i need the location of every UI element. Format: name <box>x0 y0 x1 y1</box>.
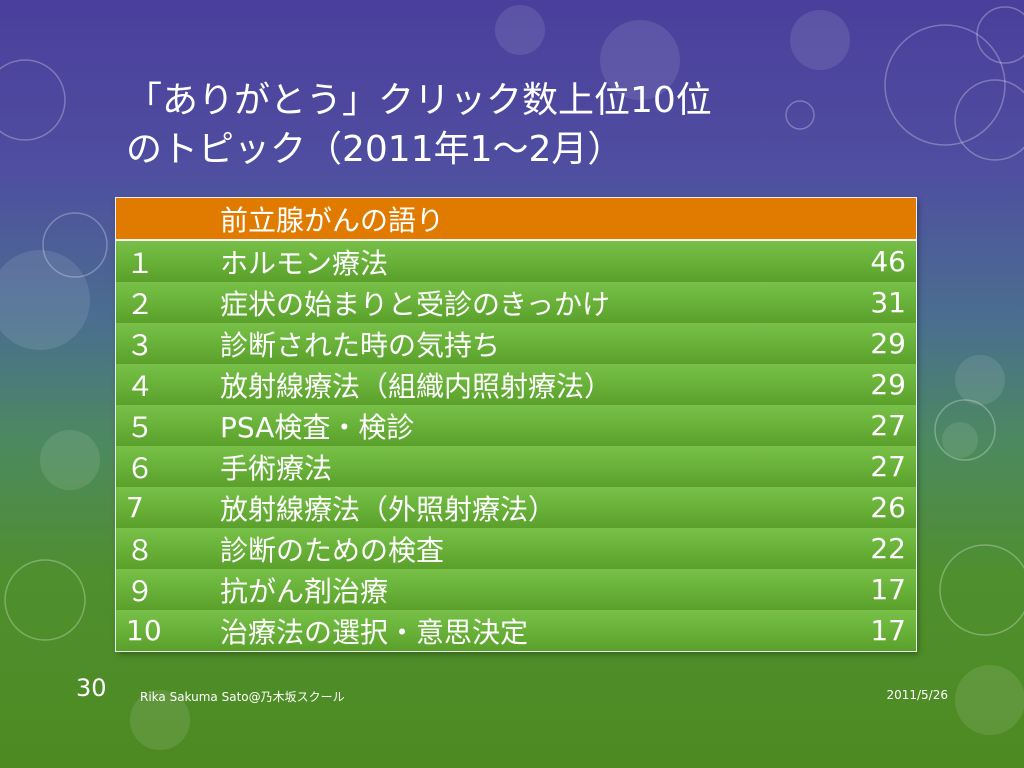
row-rank: １ <box>126 246 155 280</box>
table-row: ５ PSA検査・検診 27 <box>116 405 916 446</box>
row-rank: ５ <box>126 410 155 444</box>
row-count: 29 <box>870 327 906 360</box>
table-row: ６ 手術療法 27 <box>116 446 916 487</box>
row-topic: 放射線療法（外照射療法） <box>220 492 557 526</box>
table-row: ４ 放射線療法（組織内照射療法） 29 <box>116 364 916 405</box>
table-row: 7 放射線療法（外照射療法） 26 <box>116 487 916 528</box>
table-header-row: 前立腺がんの語り <box>116 198 916 241</box>
row-topic: 手術療法 <box>220 451 333 485</box>
slide-title-line-1: 「ありがとう」クリック数上位10位 <box>126 80 712 121</box>
row-rank: ９ <box>126 574 155 608</box>
ranking-table-container: 前立腺がんの語り １ ホルモン療法 46 ２ 症状の始まりと受診のきっかけ 31… <box>116 198 916 651</box>
row-count: 22 <box>870 532 906 565</box>
row-rank: ４ <box>126 369 155 403</box>
slide-title: 「ありがとう」クリック数上位10位 のトピック（2011年1〜2月） <box>126 76 906 174</box>
row-count: 17 <box>870 614 906 647</box>
footer-date: 2011/5/26 <box>886 688 948 702</box>
row-topic: 治療法の選択・意思決定 <box>220 615 529 649</box>
row-count: 27 <box>870 409 906 442</box>
row-count: 27 <box>870 450 906 483</box>
row-rank: 7 <box>126 491 144 524</box>
table-row: １ ホルモン療法 46 <box>116 240 916 282</box>
row-topic: 放射線療法（組織内照射療法） <box>220 369 613 403</box>
row-rank: ６ <box>126 451 155 485</box>
row-count: 26 <box>870 491 906 524</box>
table-row: ３ 診断された時の気持ち 29 <box>116 323 916 364</box>
row-topic: ホルモン療法 <box>220 246 389 280</box>
row-count: 29 <box>870 368 906 401</box>
row-rank: ２ <box>126 287 155 321</box>
row-count: 31 <box>870 286 906 319</box>
row-topic: 診断された時の気持ち <box>220 328 501 362</box>
slide-title-line-2: のトピック（2011年1〜2月） <box>126 129 624 170</box>
table-header-label: 前立腺がんの語り <box>220 198 780 241</box>
row-topic: 症状の始まりと受診のきっかけ <box>220 287 611 321</box>
table-row: ８ 診断のための検査 22 <box>116 528 916 569</box>
row-topic: 抗がん剤治療 <box>220 574 389 608</box>
row-rank: ３ <box>126 328 155 362</box>
header-rank-cell <box>116 198 220 241</box>
row-count: 46 <box>870 245 906 278</box>
footer-author: Rika Sakuma Sato@乃木坂スクール <box>140 690 345 704</box>
ranking-table: 前立腺がんの語り １ ホルモン療法 46 ２ 症状の始まりと受診のきっかけ 31… <box>116 198 916 651</box>
row-topic: 診断のための検査 <box>220 533 445 567</box>
row-rank: ８ <box>126 533 155 567</box>
table-row: ２ 症状の始まりと受診のきっかけ 31 <box>116 282 916 323</box>
row-rank: 10 <box>126 614 162 647</box>
header-count-cell <box>780 198 916 241</box>
slide-page-number: 30 <box>76 674 107 702</box>
row-topic: PSA検査・検診 <box>220 410 415 444</box>
row-count: 17 <box>870 573 906 606</box>
table-row: 10 治療法の選択・意思決定 17 <box>116 610 916 651</box>
table-row: ９ 抗がん剤治療 17 <box>116 569 916 610</box>
